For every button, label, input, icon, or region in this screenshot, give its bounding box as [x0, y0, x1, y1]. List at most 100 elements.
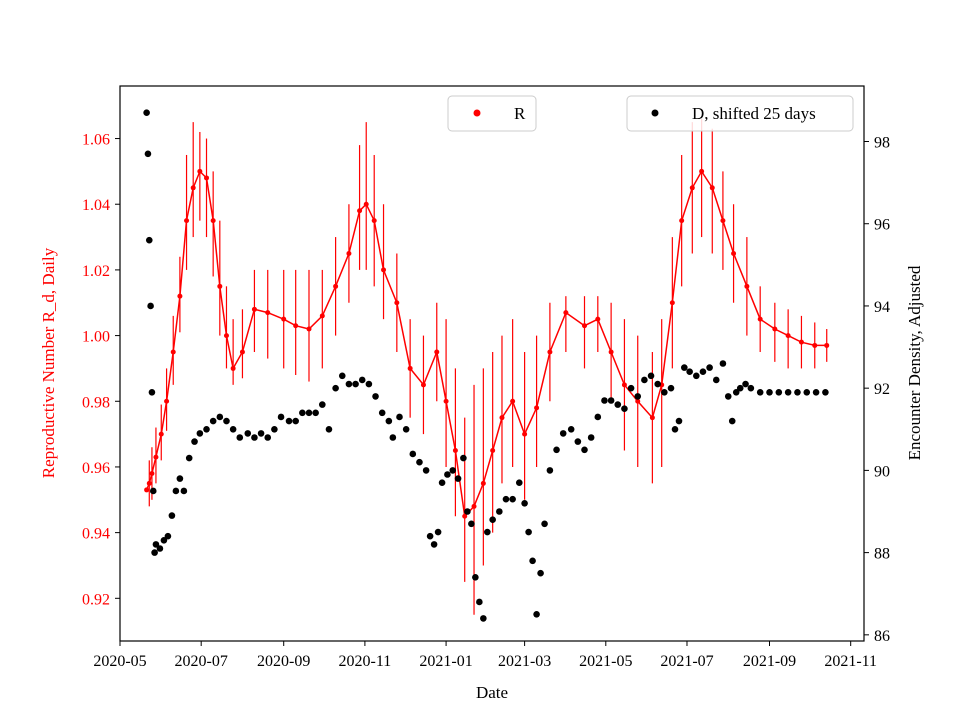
d-point [332, 384, 339, 392]
d-point [148, 388, 156, 396]
r-point [357, 208, 363, 214]
d-point [541, 520, 548, 528]
d-point [422, 467, 430, 474]
d-point [236, 434, 244, 441]
legend-r-marker [473, 109, 481, 117]
y-right-tick-label: 90 [874, 463, 890, 480]
x-tick-label: 2020-09 [257, 653, 310, 670]
d-point [681, 364, 688, 371]
d-point [396, 413, 403, 421]
d-point [728, 417, 736, 425]
r-point [197, 168, 203, 174]
d-point [402, 425, 410, 433]
d-point [264, 434, 272, 441]
y-right-tick-label: 88 [874, 546, 890, 563]
d-point [489, 516, 496, 524]
y-left-tick-label: 0.96 [82, 460, 110, 477]
x-tick-label: 2021-03 [498, 653, 551, 670]
d-point [185, 454, 193, 462]
x-tick-label: 2021-09 [743, 653, 796, 670]
d-point [553, 446, 560, 454]
d-point [151, 549, 158, 556]
d-point [338, 372, 346, 380]
d-point [149, 487, 157, 495]
r-point [798, 339, 804, 345]
x-axis-title: Date [476, 683, 508, 702]
r-point [563, 310, 569, 316]
d-point [627, 384, 635, 392]
r-point [230, 365, 236, 371]
r-point [462, 513, 468, 519]
d-point [365, 380, 373, 388]
r-point [251, 306, 257, 312]
d-point [358, 376, 366, 384]
plot-frame [119, 85, 865, 642]
r-point [744, 283, 750, 289]
r-point [649, 415, 655, 421]
x-tick-label: 2020-07 [175, 653, 228, 670]
d-point [191, 438, 198, 445]
y-axis-left-title: Reproductive Number R_d, Daily [39, 247, 58, 478]
y-right-tick-label: 92 [874, 381, 890, 398]
d-point [472, 573, 479, 581]
r-point [720, 218, 726, 224]
r-point [333, 283, 339, 289]
r-point [582, 323, 588, 329]
y-left-tick-label: 1.06 [82, 132, 110, 149]
legend-r-label: R [514, 104, 526, 123]
d-point [496, 508, 503, 515]
d-point [675, 417, 683, 425]
d-point [292, 417, 299, 425]
d-point [223, 417, 230, 425]
d-point [229, 425, 237, 433]
r-point [772, 326, 778, 332]
y-left-tick-label: 1.02 [82, 263, 110, 280]
d-point [216, 413, 224, 421]
x-tick-label: 2021-05 [579, 653, 632, 670]
legend-r: R [447, 95, 537, 132]
r-point [306, 326, 312, 332]
r-point [757, 316, 763, 322]
y-right-tick-label: 96 [874, 217, 890, 234]
r-point [608, 349, 614, 355]
r-point [669, 300, 675, 306]
r-point [371, 218, 377, 224]
d-point [305, 409, 313, 417]
d-point [464, 508, 471, 515]
legend-d-box [626, 95, 854, 132]
d-point [693, 372, 700, 380]
r-point [217, 283, 223, 289]
d-point [244, 430, 252, 437]
x-tick-label: 2021-07 [660, 653, 713, 670]
r-point [381, 267, 387, 273]
legend-d-marker [651, 109, 659, 117]
r-point [265, 310, 271, 316]
r-point [204, 175, 210, 181]
d-point [607, 397, 615, 404]
d-point [147, 302, 154, 310]
d-point [312, 409, 319, 417]
d-point [426, 532, 434, 540]
r-point [210, 218, 216, 224]
d-point [145, 236, 153, 244]
d-point [775, 388, 783, 396]
d-point [438, 479, 446, 487]
d-point [661, 388, 668, 396]
r-point [510, 398, 516, 404]
d-point [372, 393, 379, 400]
r-point [239, 349, 245, 355]
d-point [699, 368, 707, 376]
d-point [378, 409, 386, 417]
r-point [407, 365, 413, 371]
d-point [712, 376, 720, 384]
d-point [454, 475, 462, 482]
d-point [416, 458, 423, 466]
d-point [409, 450, 417, 458]
d-point [251, 434, 258, 441]
d-point [525, 528, 532, 536]
r-point [595, 316, 601, 322]
r-point [699, 168, 705, 174]
r-point [293, 323, 299, 329]
r-point [164, 398, 170, 404]
